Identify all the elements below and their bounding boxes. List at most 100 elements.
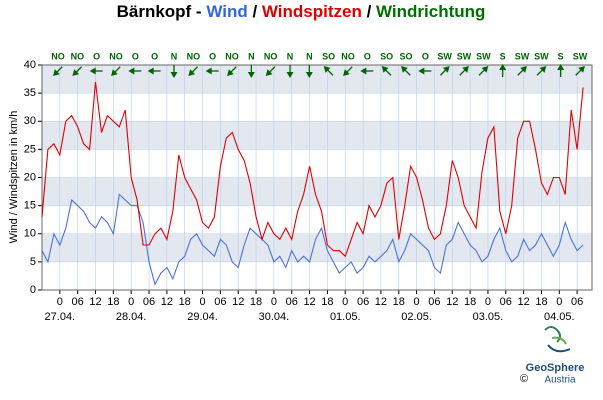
wind-direction-label: SW: [534, 51, 549, 61]
x-tick-label: 12: [89, 296, 101, 308]
x-tick-label: 0: [57, 296, 63, 308]
logo-sub: Austria: [544, 375, 576, 386]
x-tick-label: 18: [464, 296, 476, 308]
wind-direction-label: SO: [380, 51, 393, 61]
y-tick-label: 0: [30, 284, 36, 296]
wind-arrow-head: [247, 72, 255, 78]
y-tick-label: 20: [24, 171, 36, 183]
wind-arrow: [439, 66, 450, 76]
title-part: Wind: [206, 2, 247, 21]
wind-arrow-head: [499, 64, 507, 70]
copyright: ©: [520, 373, 528, 385]
wind-arrow-head: [360, 67, 367, 75]
wind-direction-label: O: [132, 51, 139, 61]
wind-arrow: [381, 66, 392, 76]
title-part: /: [362, 2, 376, 21]
x-tick-label: 12: [161, 296, 173, 308]
x-tick-label: 06: [72, 296, 84, 308]
x-tick-label: 12: [303, 296, 315, 308]
wind-arrow-head: [481, 66, 489, 73]
wind-direction-label: NO: [51, 51, 65, 61]
wind-arrow: [360, 67, 374, 75]
wind-arrow: [247, 65, 255, 78]
series-line: [41, 81, 584, 258]
x-tick-label: 12: [446, 296, 458, 308]
wind-direction-label: O: [93, 51, 100, 61]
wind-arrow: [170, 65, 178, 78]
title-part: Bärnkopf -: [117, 2, 207, 21]
y-tick-label: 5: [30, 256, 36, 268]
wind-arrow-head: [286, 72, 294, 78]
wind-arrow: [401, 66, 411, 76]
wind-arrow-head: [147, 67, 154, 75]
x-tick-label: 18: [321, 296, 333, 308]
title-part: Windrichtung: [376, 2, 485, 21]
wind-arrow-head: [578, 66, 585, 73]
wind-direction-label: NO: [71, 51, 85, 61]
day-label: 27.04.: [45, 311, 76, 323]
wind-direction-label: N: [287, 51, 294, 61]
wind-arrow: [343, 66, 353, 76]
wind-direction-label: SO: [399, 51, 412, 61]
x-tick-label: 06: [286, 296, 298, 308]
x-tick-label: 0: [485, 296, 491, 308]
wind-arrow: [499, 64, 507, 77]
x-tick-label: 18: [179, 296, 191, 308]
x-tick-label: 12: [375, 296, 387, 308]
logo-icon: [544, 326, 571, 353]
wind-arrow-head: [343, 69, 350, 76]
day-label: 04.05.: [544, 311, 575, 323]
day-label: 03.05.: [473, 311, 504, 323]
wind-direction-label: NO: [225, 51, 239, 61]
wind-direction-label: SW: [476, 51, 491, 61]
wind-arrow-head: [462, 66, 469, 73]
x-tick-label: 18: [107, 296, 119, 308]
chart-title: Bärnkopf - Wind / Windspitzen / Windrich…: [117, 2, 486, 21]
wind-arrow: [128, 67, 142, 75]
logo-name: GeoSphere: [526, 362, 585, 374]
wind-direction-label: O: [209, 51, 216, 61]
wind-arrow: [536, 66, 547, 76]
wind-direction-label: SW: [515, 51, 530, 61]
wind-arrow: [459, 66, 469, 76]
wind-arrow: [188, 66, 199, 76]
x-tick-label: 18: [393, 296, 405, 308]
day-label: 28.04.: [116, 311, 147, 323]
x-tick-label: 0: [556, 296, 562, 308]
x-tick-label: 06: [500, 296, 512, 308]
y-tick-label: 40: [24, 59, 36, 71]
wind-arrow: [53, 66, 63, 76]
x-tick-label: 0: [342, 296, 348, 308]
wind-direction-label: O: [151, 51, 158, 61]
day-label: 02.05.: [401, 311, 432, 323]
y-tick-label: 25: [24, 143, 36, 155]
wind-arrow-head: [557, 64, 565, 70]
x-tick-label: 18: [535, 296, 547, 308]
wind-arrow-head: [53, 69, 60, 76]
wind-arrow-head: [520, 66, 527, 73]
wind-direction-label: O: [422, 51, 429, 61]
grid-band: [42, 65, 592, 94]
y-axis-label: Wind / Windspitzen in km/h: [8, 111, 20, 244]
wind-direction-label: S: [500, 51, 506, 61]
wind-arrow-head: [227, 69, 234, 76]
x-tick-label: 06: [357, 296, 369, 308]
x-tick-label: 06: [571, 296, 583, 308]
wind-direction-label: N: [248, 51, 255, 61]
wind-direction-label: SW: [437, 51, 452, 61]
x-tick-label: 0: [199, 296, 205, 308]
grid-band: [42, 233, 592, 262]
day-label: 30.04.: [259, 311, 290, 323]
wind-direction-label: SW: [573, 51, 588, 61]
wind-arrow-head: [72, 69, 80, 76]
wind-arrow-head: [323, 66, 331, 73]
wind-arrow-head: [89, 67, 96, 75]
wind-arrow: [286, 65, 294, 78]
day-label: 01.05.: [330, 311, 361, 323]
wind-arrow: [89, 67, 103, 75]
wind-arrow-head: [188, 69, 196, 76]
wind-direction-label: NO: [109, 51, 123, 61]
grid-band: [42, 121, 592, 150]
wind-direction-label: NO: [341, 51, 355, 61]
